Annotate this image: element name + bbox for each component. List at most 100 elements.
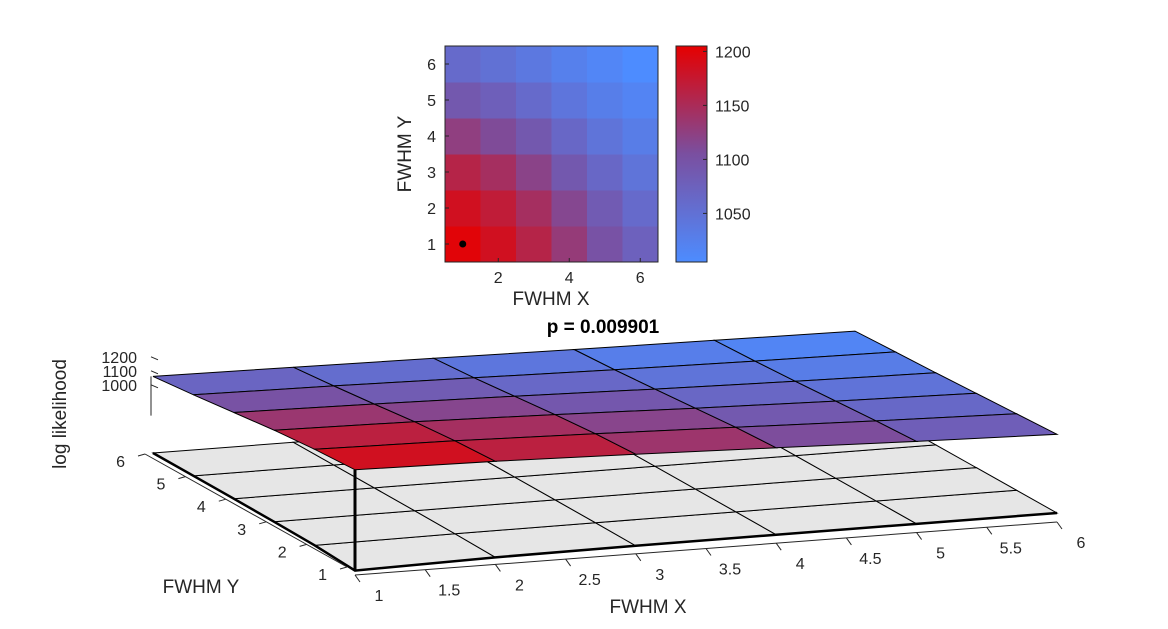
heatmap-x-tick-label: 4 — [565, 270, 574, 287]
x-tick-mark — [565, 558, 572, 567]
z-tick-label: 1200 — [101, 350, 137, 367]
x-tick-label: 5 — [936, 546, 945, 563]
heatmap-cell — [516, 154, 552, 191]
heatmap-cell — [445, 82, 481, 119]
surface-plot: p = 0.009901 1 1.5 2 2.5 3 3.5 4 4.5 5 5.5 6 1 2 3 4 5 6… — [50, 317, 1086, 618]
z-tick-mark — [150, 384, 159, 389]
x-tick-label: 5.5 — [1000, 540, 1022, 557]
z-tick-mark — [150, 356, 159, 361]
likelihood-surface — [152, 330, 1059, 471]
surface-x-label: FWHM X — [609, 597, 686, 618]
heatmap-y-ticks: 1 2 3 4 5 6 — [427, 57, 449, 254]
y-tick-mark — [218, 498, 226, 502]
x-tick-mark — [775, 542, 782, 551]
heatmap-cell — [551, 154, 588, 191]
heatmap-cell — [480, 154, 517, 191]
heatmap-cell — [551, 118, 588, 155]
heatmap-cell — [551, 46, 588, 83]
heatmap-frame — [444, 45, 659, 263]
y-tick-mark — [339, 566, 348, 570]
heatmap-cell — [480, 226, 517, 263]
heatmap-cell — [622, 118, 659, 155]
x-tick-mark — [1056, 521, 1063, 530]
heatmap-cell — [622, 154, 659, 191]
heatmap-y-tick-label: 2 — [427, 201, 436, 218]
x-tick-mark — [494, 564, 501, 572]
colorbar-tick-label: 1150 — [715, 98, 750, 115]
heatmap-x-tick-label: 6 — [636, 270, 645, 287]
heatmap-cell — [622, 82, 659, 119]
x-tick-label: 6 — [1077, 535, 1086, 552]
heatmap-max-marker — [459, 240, 467, 248]
heatmap-cell — [445, 154, 481, 191]
heatmap-cell — [480, 190, 517, 227]
x-tick-label: 4 — [796, 556, 805, 573]
x-tick-label: 3 — [655, 567, 664, 584]
heatmap-cell — [587, 154, 623, 191]
x-tick-label: 1.5 — [438, 583, 460, 600]
heatmap-cell — [480, 82, 517, 119]
heatmap-cell — [551, 82, 588, 119]
heatmap-y-tick-label: 3 — [427, 165, 436, 182]
surface-z-label: log likelihood — [50, 359, 71, 469]
x-tick-mark — [845, 537, 852, 546]
heatmap-y-tick-label: 4 — [427, 129, 436, 146]
x-tick-mark — [916, 532, 923, 540]
x-tick-mark — [354, 574, 361, 583]
z-tick-label: 1000 — [101, 378, 137, 395]
x-tick-label: 4.5 — [859, 551, 881, 568]
surface-title: p = 0.009901 — [547, 317, 660, 338]
heatmap-cells — [445, 46, 659, 263]
x-tick-label: 2.5 — [578, 572, 600, 589]
y-tick-label: 3 — [237, 522, 246, 539]
y-tick-mark — [259, 521, 267, 525]
x-tick-mark — [705, 548, 712, 556]
y-tick-label: 4 — [197, 499, 206, 516]
colorbar-tick-label: 1100 — [715, 152, 750, 169]
x-tick-mark — [424, 569, 431, 577]
x-tick-label: 1 — [375, 588, 384, 605]
heatmap-cell — [480, 46, 517, 83]
heatmap-cell — [516, 190, 552, 227]
heatmap-y-label: FWHM Y — [395, 115, 416, 192]
z-tick-label: 1100 — [103, 364, 138, 381]
heatmap-cell — [516, 226, 552, 263]
heatmap-cell — [516, 118, 552, 155]
surface-face — [874, 413, 1059, 442]
y-tick-label: 1 — [318, 567, 327, 584]
y-tick-label: 5 — [156, 477, 165, 494]
heatmap-cell — [587, 46, 623, 83]
heatmap-cell — [622, 226, 659, 263]
heatmap-cell — [516, 46, 552, 83]
y-tick-label: 6 — [116, 454, 125, 471]
heatmap-cell — [445, 190, 481, 227]
heatmap-cell — [445, 118, 481, 155]
z-tick-mark — [150, 370, 159, 375]
heatmap-cell — [622, 46, 659, 83]
x-tick-mark — [635, 553, 642, 562]
heatmap-y-tick-label: 5 — [427, 93, 436, 110]
heatmap-y-tick-label: 1 — [427, 237, 436, 254]
heatmap-plot: 2 4 6 1 2 3 4 5 6 FWHM X FWHM Y — [395, 45, 659, 310]
heatmap-cell — [587, 190, 623, 227]
heatmap-y-tick-label: 6 — [427, 57, 436, 74]
colorbar-tick-label: 1200 — [715, 44, 751, 61]
x-tick-label: 3.5 — [719, 562, 741, 579]
heatmap-cell — [551, 190, 588, 227]
heatmap-cell — [480, 118, 517, 155]
heatmap-cell — [587, 82, 623, 119]
colorbar-tick-label: 1050 — [715, 206, 751, 223]
heatmap-x-tick-label: 2 — [494, 270, 503, 287]
heatmap-x-ticks: 2 4 6 — [494, 258, 645, 287]
heatmap-cell — [587, 226, 623, 263]
colorbar-gradient — [675, 45, 708, 263]
y-tick-mark — [299, 543, 307, 547]
y-tick-mark — [137, 453, 146, 457]
y-tick-mark — [178, 476, 186, 480]
surface-y-label: FWHM Y — [163, 577, 240, 598]
heatmap-cell — [551, 226, 588, 263]
heatmap-x-label: FWHM X — [512, 289, 589, 310]
y-axis-line — [144, 453, 348, 568]
